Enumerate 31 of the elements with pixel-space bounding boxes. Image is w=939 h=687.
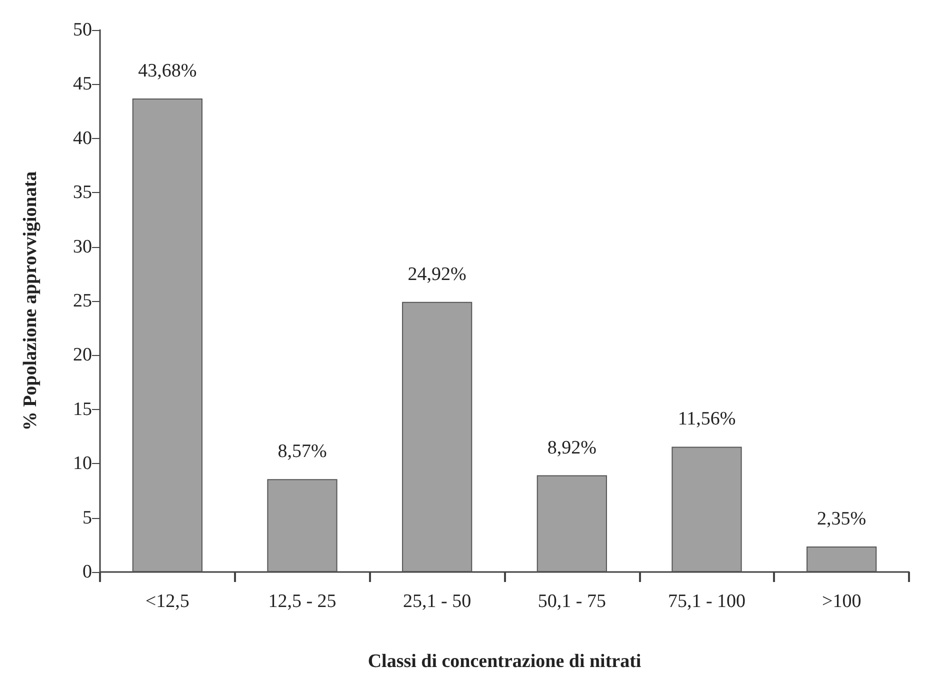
y-tick-label: 30 — [73, 236, 92, 258]
y-tick-label: 0 — [82, 562, 92, 582]
y-tick-label: 35 — [73, 182, 92, 204]
y-tick-label: 50 — [73, 20, 92, 40]
x-tick-label: <12,5 — [145, 591, 190, 612]
data-label: 11,56% — [678, 408, 736, 430]
data-label: 43,68% — [138, 60, 197, 82]
y-tick-label: 45 — [73, 74, 92, 95]
y-axis-title: % Popolazione approvvigionata — [20, 170, 41, 431]
bar — [402, 302, 472, 572]
x-tick-label: 75,1 - 100 — [668, 591, 746, 612]
bar — [672, 446, 742, 572]
x-axis-title: Classi di concentrazione di nitrati — [368, 651, 642, 672]
x-tick-label: >100 — [822, 591, 862, 612]
y-tick-label: 10 — [73, 453, 92, 474]
y-tick-label: 5 — [82, 507, 92, 528]
y-tick-label: 15 — [73, 398, 92, 420]
x-tick-label: 50,1 - 75 — [538, 591, 606, 612]
bar — [132, 98, 202, 572]
y-tick-label: 40 — [73, 128, 92, 149]
y-tick-label: 20 — [73, 344, 92, 366]
bar — [267, 479, 338, 572]
data-label: 8,57% — [278, 441, 327, 462]
data-label: 8,92% — [547, 437, 597, 458]
bar — [536, 475, 607, 572]
bar — [806, 546, 877, 572]
y-tick-label: 25 — [73, 290, 92, 312]
x-tick-label: 12,5 - 25 — [268, 591, 336, 612]
x-tick-label: 25,1 - 50 — [403, 591, 472, 612]
data-label: 2,35% — [817, 508, 866, 530]
data-label: 24,92% — [408, 264, 467, 285]
